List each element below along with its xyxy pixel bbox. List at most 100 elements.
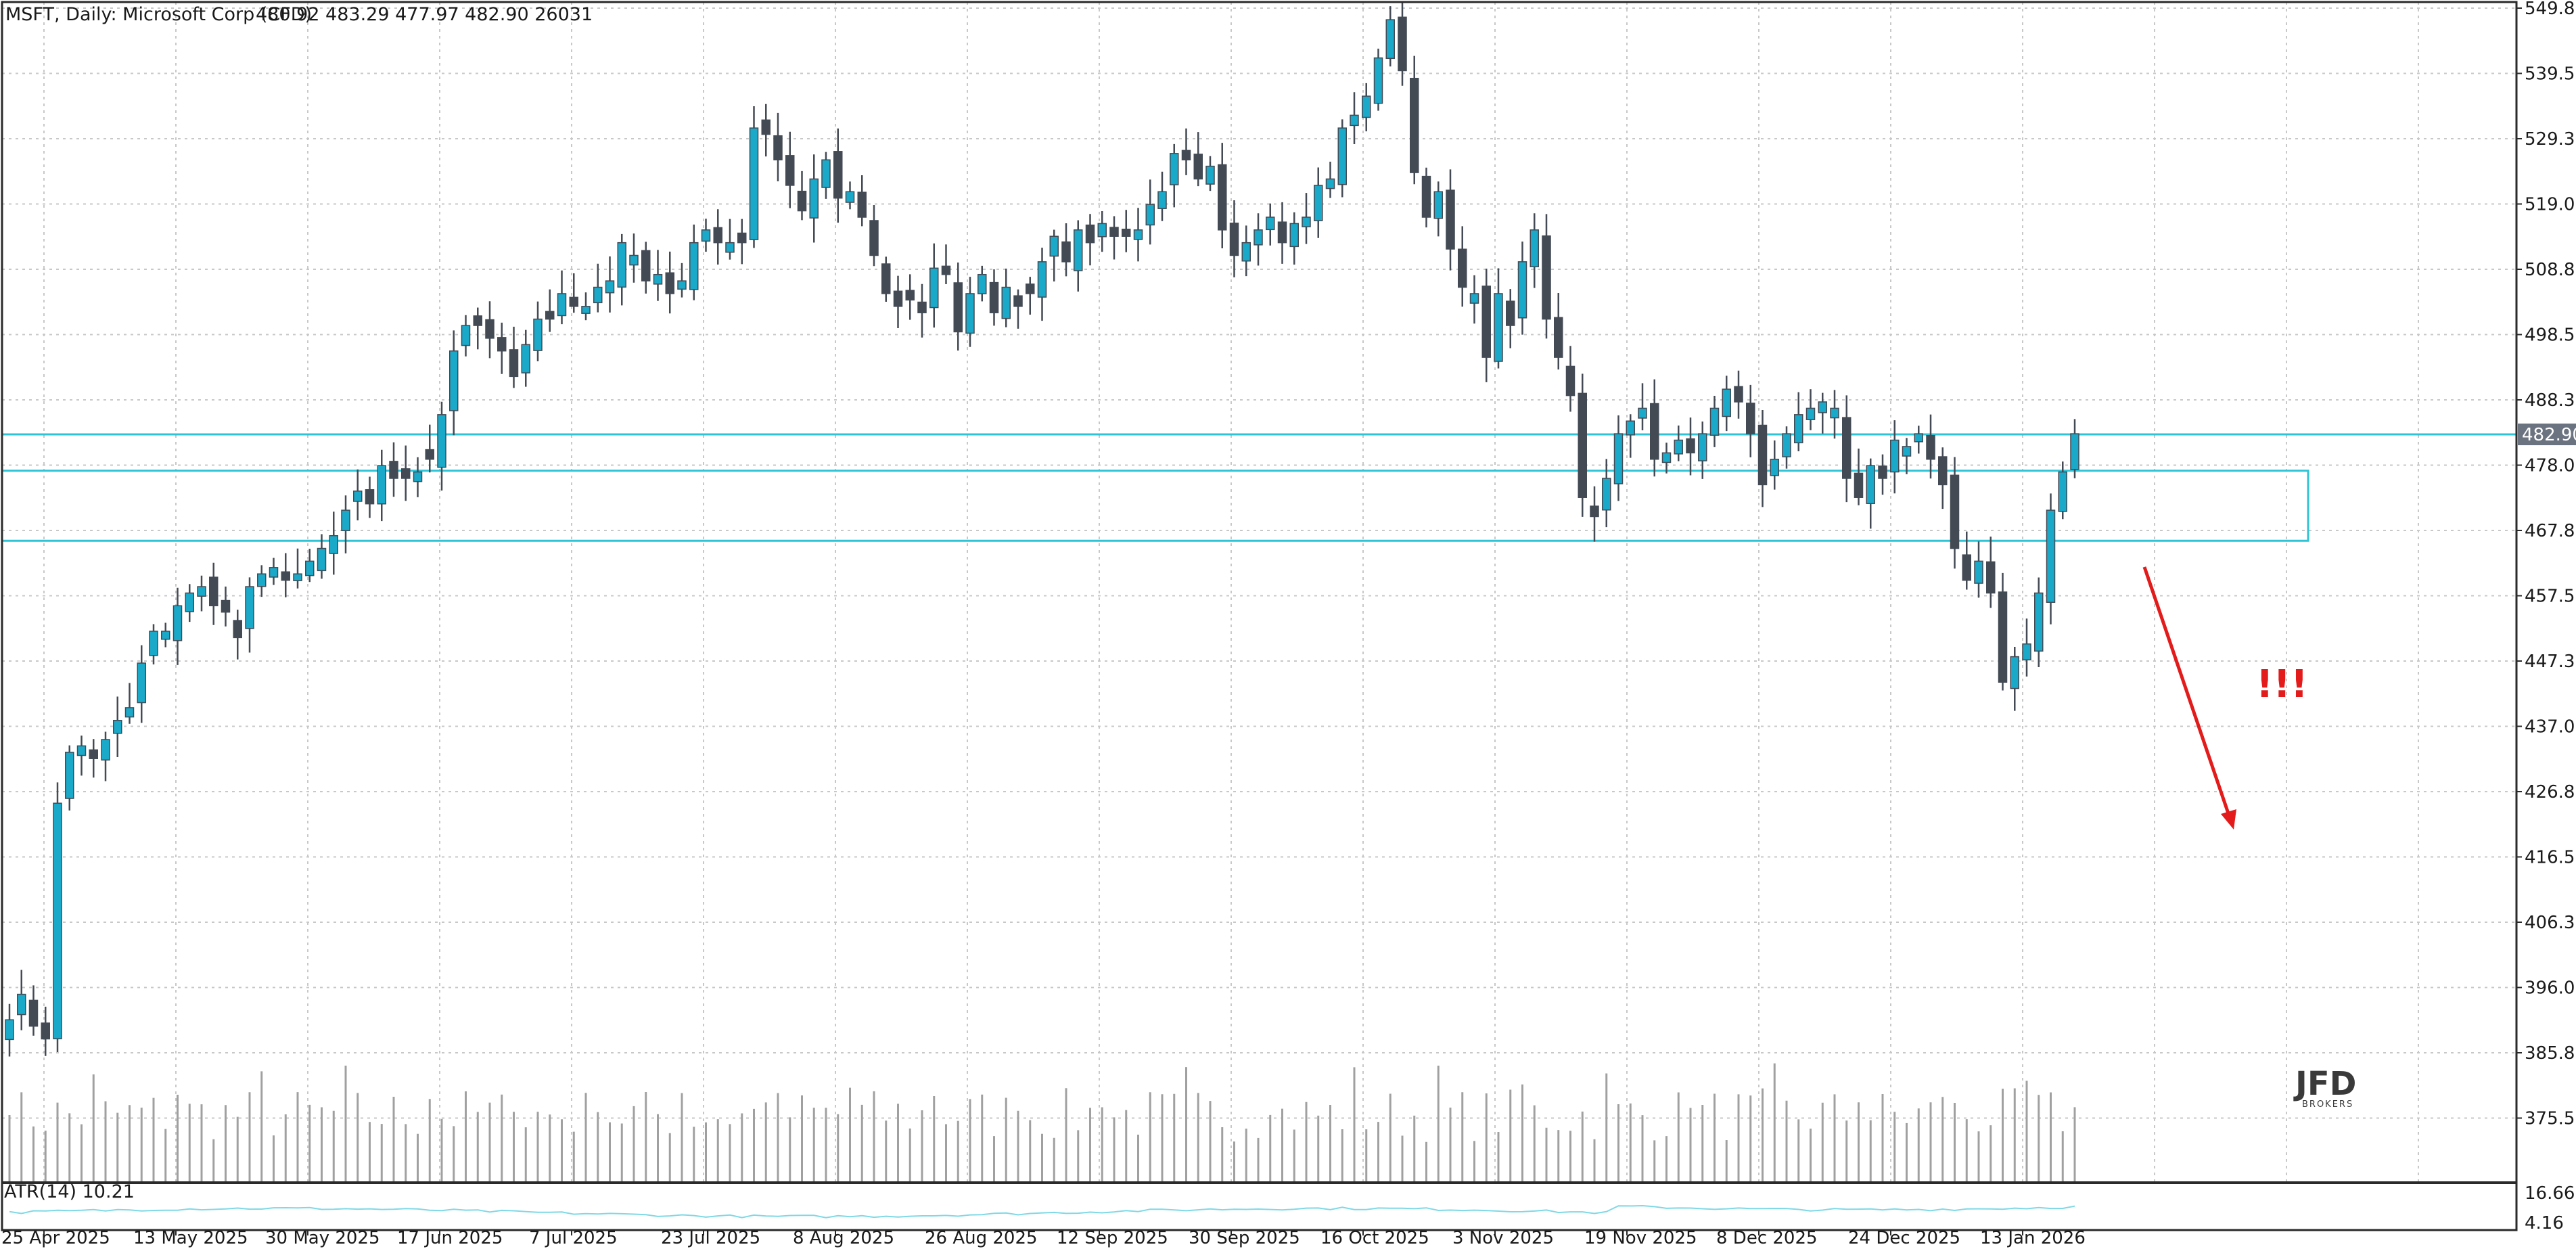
candle-body: [1878, 465, 1887, 479]
candle-body: [1542, 235, 1551, 320]
candle-body: [905, 290, 915, 301]
candle: [1421, 167, 1431, 228]
candle-body: [28, 999, 39, 1027]
candle: [1085, 214, 1095, 266]
candle: [485, 301, 495, 359]
candle-body: [1950, 474, 1960, 549]
candle-body: [1074, 229, 1083, 271]
candle: [809, 154, 819, 243]
candle: [2034, 577, 2044, 668]
candle-body: [1613, 433, 1624, 484]
candle-body: [1241, 242, 1251, 262]
candle: [5, 1003, 14, 1057]
candle: [1277, 202, 1287, 264]
candle: [581, 292, 591, 321]
candle-body: [389, 461, 398, 479]
candle-body: [185, 592, 194, 612]
candle: [1254, 213, 1263, 266]
candle-body: [1266, 217, 1275, 231]
candle: [797, 171, 807, 221]
exclamation-annotation: !!!: [2256, 662, 2308, 706]
candle-body: [773, 135, 783, 161]
candle: [317, 534, 327, 579]
candle-body: [989, 281, 999, 313]
candle-body: [1626, 420, 1635, 436]
candle: [1878, 454, 1887, 495]
candle: [1517, 242, 1527, 335]
candle-body: [761, 119, 770, 135]
y-tick-label: 529.32: [2525, 129, 2576, 150]
candle: [1578, 373, 1587, 517]
candle: [377, 449, 386, 522]
candle-body: [341, 509, 350, 532]
candle-body: [1818, 401, 1827, 413]
candle-body: [41, 1022, 50, 1040]
candle-body: [1866, 465, 1875, 504]
candle: [1133, 208, 1143, 262]
candle-body: [1938, 456, 1948, 486]
candle-body: [953, 282, 963, 333]
candle-body: [1085, 224, 1095, 244]
candle: [1782, 426, 1791, 469]
candle-body: [305, 560, 315, 576]
candle: [1145, 179, 1155, 245]
candle-body: [2034, 592, 2044, 652]
candle-body: [677, 280, 687, 290]
candle-body: [785, 155, 795, 186]
candle: [2058, 461, 2067, 520]
candle-body: [1001, 286, 1011, 319]
candle-body: [1757, 424, 1768, 486]
candle-body: [293, 573, 302, 581]
candle-body: [605, 280, 615, 294]
time-axis: 25 Apr 2025 13 May 2025 30 May 2025 17 Jun …: [1, 1228, 2086, 1248]
candle: [857, 175, 867, 227]
candle-body: [1181, 150, 1191, 161]
candle-body: [89, 749, 98, 759]
candle-body: [365, 489, 375, 505]
candle: [233, 610, 242, 660]
candle: [1938, 447, 1948, 509]
candle-body: [221, 599, 231, 613]
candle: [941, 244, 951, 284]
y-tick-label: 457.57: [2525, 587, 2576, 607]
candle-body: [401, 468, 411, 479]
candle: [1565, 346, 1576, 412]
candle-body: [821, 159, 831, 188]
candle: [785, 131, 795, 208]
candle-body: [257, 573, 267, 587]
candle-body: [1722, 388, 1731, 417]
candle: [521, 330, 530, 387]
candle: [845, 181, 855, 210]
candle: [1481, 269, 1491, 382]
candle-body: [1830, 407, 1839, 419]
candle-body: [113, 719, 122, 734]
candle-body: [172, 605, 183, 641]
candle-body: [1373, 57, 1383, 104]
candle-body: [1734, 386, 1743, 403]
candle: [1350, 92, 1359, 145]
candle-body: [209, 576, 218, 607]
candle: [1193, 132, 1203, 187]
candle: [305, 549, 315, 583]
candle: [1410, 55, 1419, 185]
candle: [1722, 376, 1731, 432]
candle: [629, 233, 639, 283]
candle-body: [1974, 560, 1983, 584]
candle: [1661, 442, 1672, 474]
logo-subtext: BROKERS: [2302, 1099, 2353, 1110]
candle-body: [1517, 261, 1527, 319]
candle: [1494, 268, 1503, 369]
candle-body: [1277, 221, 1287, 244]
candle-body: [857, 191, 867, 218]
candle-body: [1986, 561, 1996, 594]
candle: [185, 584, 194, 622]
candle: [473, 307, 482, 350]
y-tick-label: 406.32: [2525, 913, 2576, 933]
candle: [1205, 156, 1215, 191]
candle-body: [1061, 241, 1071, 263]
candle-body: [1122, 229, 1131, 237]
candle: [1757, 410, 1768, 507]
candle: [1446, 169, 1455, 271]
candle: [65, 745, 74, 811]
